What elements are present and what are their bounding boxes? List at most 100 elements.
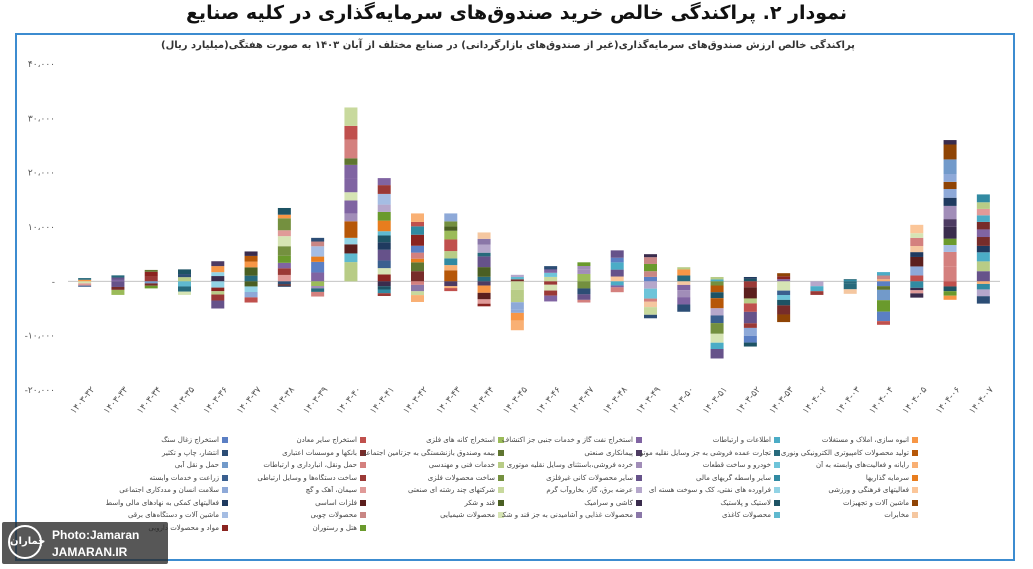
bar-segment — [577, 299, 591, 303]
bar-segment — [843, 281, 857, 284]
legend-label: اطلاعات و ارتباطات — [712, 436, 771, 444]
jamaran-logo: جماران — [8, 525, 45, 559]
legend-item: محصولات کاغذی — [640, 511, 780, 523]
legend-swatch — [360, 487, 366, 493]
bar-segment — [976, 261, 990, 272]
bar-segment — [111, 281, 125, 287]
legend-item: فراورده های نفتی، کک و سوخت هسته ای — [640, 486, 780, 498]
legend-item: زراعت و خدمات وابسته — [88, 474, 228, 486]
legend-swatch — [360, 437, 366, 443]
bar-segment — [211, 276, 225, 282]
bar-segment — [910, 256, 924, 267]
legend-label: ساخت دستگاه‌ها و وسایل ارتباطی — [257, 473, 357, 482]
bar-segment — [244, 297, 258, 303]
bar-segment — [976, 229, 990, 238]
bar-segment — [477, 299, 491, 304]
bar-segment — [710, 276, 724, 280]
bar-segment — [178, 281, 191, 287]
bar-segment — [344, 139, 358, 159]
bar-segment — [877, 275, 890, 280]
bar-segment — [710, 315, 724, 324]
legend-label: استخراج سایر معادن — [296, 436, 357, 444]
bar-segment — [743, 327, 757, 336]
bar-segment — [510, 297, 524, 303]
bar-segment — [943, 291, 957, 296]
bar-segment — [510, 281, 524, 290]
bar-segment — [444, 288, 458, 292]
x-tick-label: ۱۴۰۴-۰۴ — [868, 385, 896, 416]
bar-segment — [144, 283, 158, 286]
x-tick-label: ۱۴۰۳-۴۰ — [335, 385, 363, 416]
bar-segment — [377, 185, 391, 194]
bar-segment — [943, 144, 957, 160]
bar-segment — [377, 178, 391, 186]
bar-segment — [444, 265, 458, 271]
legend-swatch — [636, 474, 642, 481]
bar-segment — [244, 261, 258, 268]
watermark-photo-credit: Photo:Jamaran — [52, 528, 140, 542]
legend-swatch — [636, 449, 642, 456]
bar-segment — [644, 254, 657, 258]
bar-segment — [976, 245, 990, 253]
bar-segment — [943, 238, 957, 246]
bar-segment — [411, 281, 424, 285]
legend-label: تجارت عمده فروشی به جز وسایل نقلیه موتور — [640, 448, 771, 457]
bar-segment — [178, 277, 191, 282]
x-tick-label: ۱۴۰۴-۰۲ — [801, 385, 829, 416]
legend-item: مخابرات — [778, 511, 918, 523]
bar-segment — [910, 287, 924, 291]
legend-item: فعالیتهای کمکی به نهادهای مالی واسط — [88, 499, 228, 511]
bar-segment — [377, 193, 391, 205]
bar-segment — [477, 292, 491, 300]
bar-segment — [411, 213, 424, 222]
bar-segment — [544, 281, 558, 285]
bar-segment — [976, 283, 990, 290]
bar-segment — [277, 230, 291, 237]
bar-segment — [577, 281, 591, 289]
legend-label: رایانه و فعالیت‌های وابسته به آن — [815, 461, 909, 469]
bar-segment — [277, 218, 291, 231]
legend-label: شرکتهای چند رشته ای صنعتی — [408, 486, 495, 494]
bar-segment — [144, 271, 158, 277]
bar-segment — [344, 237, 358, 245]
legend-swatch — [360, 499, 366, 506]
legend-label: سایر محصولات کانی غیرفلزی — [546, 473, 633, 482]
bar-segment — [178, 274, 191, 278]
bar-segment — [610, 287, 624, 293]
bar-segment — [743, 287, 757, 299]
bar-segment — [78, 283, 92, 286]
bar-segment — [244, 286, 258, 293]
legend-label: خرده فروشی،باستثنای وسایل نقلیه موتوری — [506, 461, 633, 469]
bar-segment — [943, 181, 957, 190]
y-tick-label: -۱۰،۰۰۰ — [25, 332, 55, 342]
legend-swatch — [222, 499, 228, 506]
bar-segment — [910, 252, 924, 257]
legend-label: محصولات کاغذی — [721, 511, 771, 519]
bar-segment — [211, 294, 225, 301]
bar-segment — [311, 241, 325, 247]
bar-segment — [544, 284, 558, 291]
bar-segment — [777, 314, 791, 323]
bar-segment — [743, 335, 757, 343]
bar-segment — [477, 252, 491, 257]
legend-item: خودرو و ساخت قطعات — [640, 461, 780, 473]
bar-segment — [976, 296, 990, 304]
bar-segment — [344, 262, 358, 282]
bar-segment — [377, 274, 391, 282]
bar-segment — [943, 174, 957, 182]
bar-segment — [910, 281, 924, 288]
legend-label: محصولات شیمیایی — [440, 511, 495, 519]
x-tick-label: ۱۴۰۳-۴۸ — [601, 385, 629, 416]
bar-segment — [777, 281, 791, 291]
bar-segment — [477, 303, 491, 307]
legend-swatch — [636, 437, 642, 443]
legend-label: کاشی و سرامیک — [584, 498, 633, 507]
legend-item: مواد و محصولات دارویی — [88, 524, 228, 536]
bar-segment — [311, 272, 325, 282]
bar-segment — [377, 231, 391, 236]
bar-segment — [277, 274, 291, 282]
bar-segment — [810, 286, 824, 292]
legend-swatch — [498, 499, 504, 506]
bar-segment — [910, 224, 924, 234]
bar-segment — [777, 299, 791, 306]
